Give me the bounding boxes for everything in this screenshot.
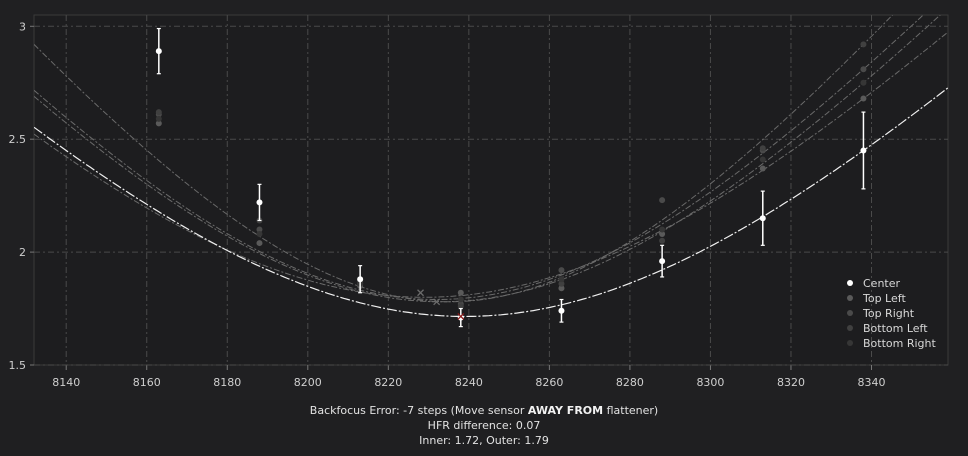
center-fit-curve bbox=[34, 87, 948, 318]
x-tick-label: 8160 bbox=[133, 376, 161, 389]
backfocus-summary: Backfocus Error: -7 steps (Move sensor A… bbox=[0, 401, 968, 456]
corner-point bbox=[155, 115, 162, 122]
center-point bbox=[558, 307, 565, 314]
corner-point bbox=[256, 226, 263, 233]
focus-chart: 8140 8160 8180 8200 8220 8240 8260 8280 8300 8320… bbox=[8, 14, 949, 389]
corner-point bbox=[860, 79, 867, 86]
corner-point bbox=[558, 280, 565, 287]
plot-background bbox=[33, 14, 949, 366]
corner-point bbox=[860, 66, 867, 73]
corner-fit-curve bbox=[34, 31, 948, 298]
center-point bbox=[759, 215, 766, 222]
y-tick-label: 3 bbox=[19, 20, 26, 33]
center-point bbox=[357, 276, 364, 283]
legend-label: Top Right bbox=[862, 307, 915, 320]
corner-point bbox=[659, 226, 666, 233]
legend-label: Center bbox=[863, 277, 901, 290]
inner-outer-text: Inner: 1.72, Outer: 1.79 bbox=[419, 434, 549, 447]
corner-point bbox=[155, 109, 162, 116]
legend-marker bbox=[847, 340, 853, 346]
x-tick-label: 8280 bbox=[616, 376, 644, 389]
corner-point bbox=[558, 267, 565, 274]
legend-marker bbox=[847, 325, 853, 331]
chart-svg: 8140 8160 8180 8200 8220 8240 8260 8280 8300 8320… bbox=[9, 14, 949, 389]
x-tick-label: 8140 bbox=[52, 376, 80, 389]
center-point bbox=[659, 258, 666, 265]
corner-point bbox=[759, 145, 766, 152]
x-tick-label: 8200 bbox=[294, 376, 322, 389]
x-tick-label: 8180 bbox=[213, 376, 241, 389]
corner-point bbox=[457, 296, 464, 303]
legend-label: Bottom Left bbox=[863, 322, 928, 335]
corner-point bbox=[457, 303, 464, 310]
legend-marker bbox=[847, 310, 853, 316]
corner-point bbox=[457, 289, 464, 296]
x-tick-label: 8240 bbox=[455, 376, 483, 389]
backfocus-error-prefix: Backfocus Error: -7 steps (Move sensor bbox=[309, 404, 528, 417]
corner-fit-curve bbox=[34, 15, 924, 300]
center-point bbox=[860, 147, 867, 154]
backfocus-error-suffix: flattener) bbox=[603, 404, 659, 417]
corner-point bbox=[256, 231, 263, 238]
plot-content bbox=[34, 15, 948, 328]
corner-point bbox=[860, 41, 867, 48]
corner-point bbox=[256, 240, 263, 247]
legend-marker bbox=[847, 295, 853, 301]
corner-point bbox=[155, 120, 162, 127]
x-tick-label: 8300 bbox=[696, 376, 724, 389]
legend-label: Bottom Right bbox=[863, 337, 936, 350]
corner-point bbox=[759, 165, 766, 172]
x-tick-label: 8260 bbox=[535, 376, 563, 389]
x-tick-label: 8320 bbox=[777, 376, 805, 389]
corner-point bbox=[558, 276, 565, 283]
legend-label: Top Left bbox=[862, 292, 906, 305]
backfocus-error-text: Backfocus Error: -7 steps (Move sensor A… bbox=[0, 403, 968, 418]
center-point bbox=[256, 199, 263, 206]
corner-point bbox=[860, 95, 867, 102]
y-tick-label: 1.5 bbox=[9, 359, 27, 372]
corner-point bbox=[759, 156, 766, 163]
corner-point bbox=[659, 231, 666, 238]
x-tick-label: 8340 bbox=[857, 376, 885, 389]
center-point bbox=[457, 314, 464, 321]
minimum-marker bbox=[417, 289, 424, 297]
center-point bbox=[155, 48, 162, 55]
minimum-marker bbox=[433, 298, 441, 306]
hfr-difference-text: HFR difference: 0.07 bbox=[427, 419, 541, 432]
legend-marker bbox=[847, 280, 853, 286]
corner-point bbox=[558, 285, 565, 292]
y-tick-label: 2.5 bbox=[9, 133, 27, 146]
corner-point bbox=[659, 237, 666, 244]
minimum-marker bbox=[457, 312, 465, 320]
y-tick-label: 2 bbox=[19, 246, 26, 259]
corner-fit-curve bbox=[34, 15, 894, 303]
x-tick-label: 8220 bbox=[374, 376, 402, 389]
backfocus-direction: AWAY FROM bbox=[527, 404, 604, 417]
corner-point bbox=[659, 197, 666, 204]
